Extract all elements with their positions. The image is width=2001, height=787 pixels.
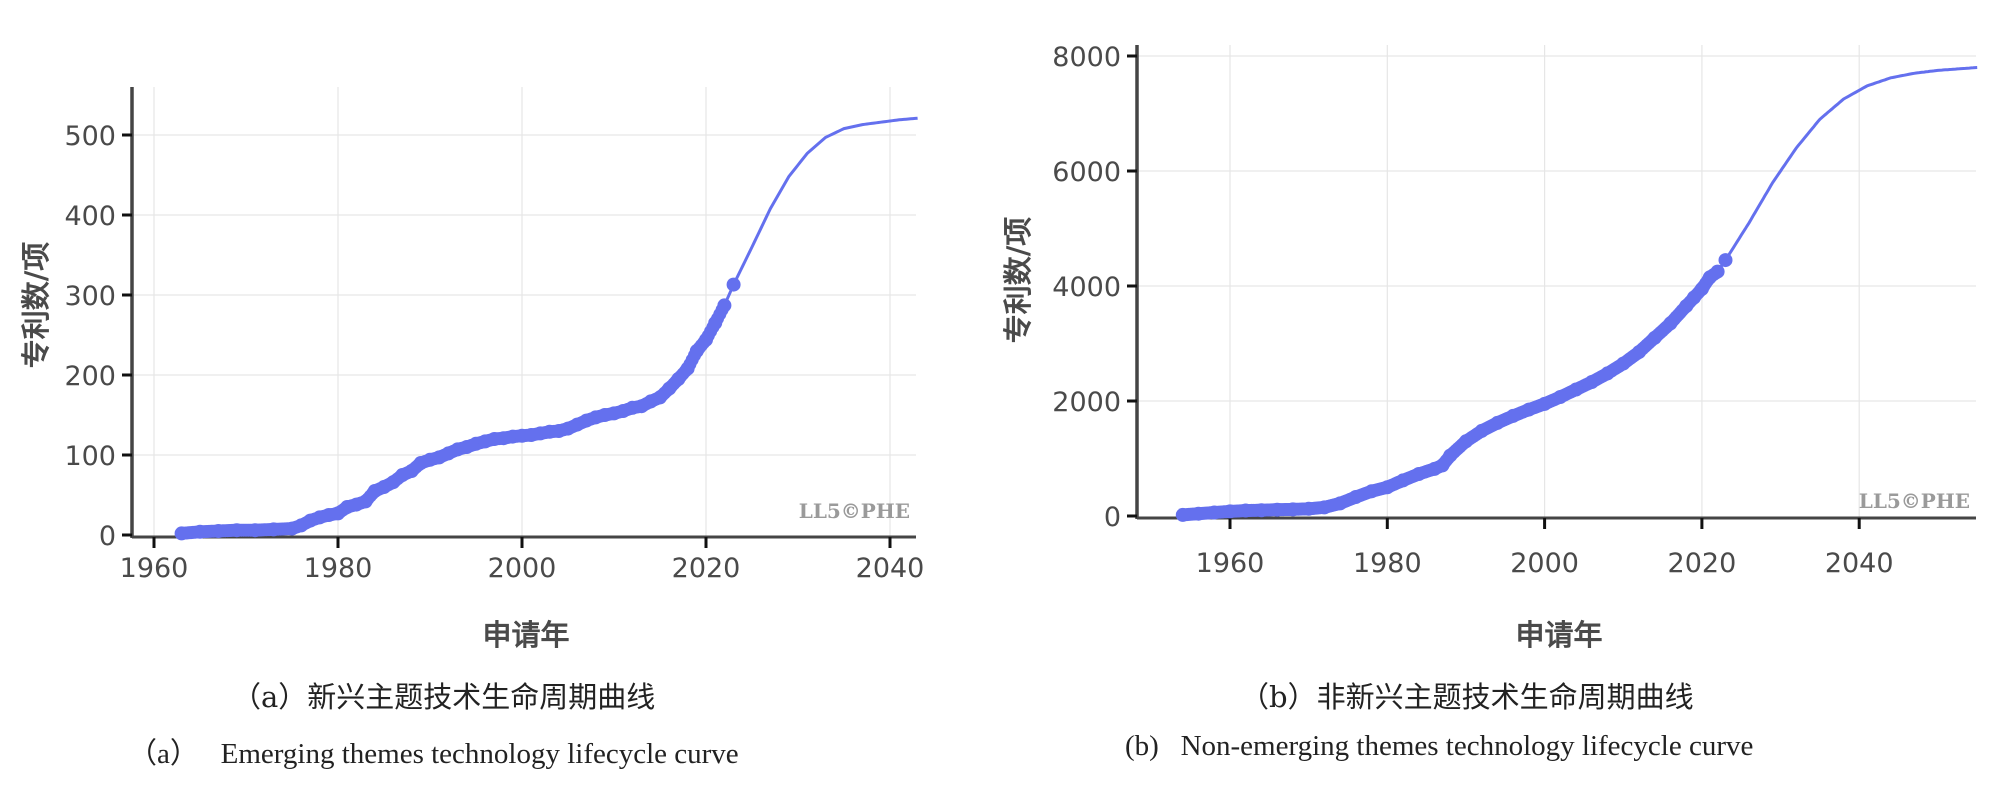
data-point: [1632, 345, 1646, 360]
data-point: [1521, 402, 1536, 417]
data-point: [1474, 423, 1489, 438]
data-point: [671, 372, 686, 386]
x-tick-label: 2020: [672, 553, 741, 584]
data-point: [1285, 502, 1300, 517]
data-point: [174, 526, 189, 541]
x-tick-label: 1960: [120, 553, 189, 584]
data-point: [708, 316, 723, 330]
data-point: [1710, 264, 1725, 279]
y-axis-title: 专利数/项: [19, 242, 53, 369]
data-point: [1553, 390, 1568, 404]
x-tick-label: 2020: [1668, 548, 1737, 579]
data-point: [1396, 473, 1410, 488]
data-point: [211, 524, 226, 538]
data-point: [1435, 458, 1450, 473]
watermark-logo: LL5©PHE: [1859, 489, 1970, 513]
data-point: [1207, 505, 1222, 520]
x-axis-title: 申请年: [1515, 618, 1602, 652]
caption-b-chinese: （b）非新兴主题技术生命周期曲线: [1240, 680, 1694, 714]
y-tick-label: 500: [64, 121, 116, 152]
y-axis-title: 专利数/项: [1001, 217, 1035, 344]
y-tick-label: 100: [64, 441, 116, 472]
data-point: [1191, 506, 1206, 521]
data-point: [1584, 375, 1599, 389]
data-point: [1718, 253, 1733, 268]
chart-panel-b: 0 2000 4000 6000 8000 1960 1980 2000 2020 2040 申请年…: [1001, 42, 1978, 652]
data-point: [1301, 501, 1316, 516]
data-point: [193, 524, 207, 539]
y-tick-label: 300: [64, 281, 116, 312]
fitted-curve: [181, 116, 918, 535]
fitted-curve: [1182, 66, 1978, 517]
caption-b-english: (b) Non-emerging themes technology lifec…: [1125, 730, 1754, 762]
data-point: [1600, 366, 1615, 381]
x-tick-label: 2040: [856, 553, 925, 584]
x-tick-label: 2000: [1510, 548, 1579, 579]
data-point: [699, 332, 713, 347]
x-tick-label: 1960: [1196, 548, 1265, 579]
data-point: [358, 494, 373, 509]
caption-a-chinese: （a）新兴主题技术生命周期曲线: [232, 680, 656, 714]
data-point: [662, 381, 677, 396]
y-tick-label: 0: [99, 521, 116, 552]
data-point: [1254, 503, 1269, 518]
data-point: [1317, 500, 1332, 515]
data-point: [1380, 480, 1395, 495]
y-tick-label: 8000: [1052, 42, 1121, 73]
data-point: [1459, 434, 1473, 449]
data-point: [404, 464, 419, 478]
chart-panel-a: 0 100 200 300 400 500 1960 1980 2000 2020 2040 申请年 专…: [19, 87, 924, 652]
data-point: [1348, 490, 1363, 504]
data-point: [1238, 503, 1253, 518]
y-tick-label: 400: [64, 201, 116, 232]
data-point: [1364, 484, 1379, 499]
data-point: [1537, 396, 1552, 411]
x-tick-label: 1980: [1353, 548, 1422, 579]
data-point: [1694, 281, 1709, 296]
data-point: [1270, 502, 1285, 517]
y-tick-label: 0: [1104, 502, 1121, 533]
data-point: [1663, 316, 1678, 331]
data-point: [1490, 415, 1505, 430]
data-point: [1569, 382, 1584, 397]
data-point: [1175, 507, 1190, 522]
y-tick-label: 200: [64, 361, 116, 392]
data-point: [653, 390, 667, 405]
x-tick-label: 2000: [488, 553, 557, 584]
x-tick-label: 2040: [1825, 548, 1894, 579]
data-point: [1333, 496, 1348, 511]
watermark-logo: LL5©PHE: [799, 499, 910, 523]
caption-a-english: （a） Emerging themes technology lifecycle…: [128, 738, 739, 770]
data-point: [266, 522, 281, 537]
data-point: [1411, 467, 1426, 481]
data-point: [717, 298, 732, 313]
data-point: [1616, 356, 1631, 371]
y-tick-label: 6000: [1052, 157, 1121, 188]
x-tick-label: 1980: [304, 553, 373, 584]
data-point: [726, 277, 741, 292]
y-tick-label: 4000: [1052, 272, 1121, 303]
data-point: [680, 361, 695, 376]
data-point: [248, 523, 263, 538]
data-point: [1506, 408, 1521, 423]
data-point: [1647, 330, 1662, 345]
x-axis-title: 申请年: [482, 618, 569, 652]
data-point: [689, 344, 704, 358]
data-point: [229, 523, 244, 538]
data-point: [1443, 448, 1458, 463]
data-point: [1223, 504, 1237, 519]
y-tick-label: 2000: [1052, 387, 1121, 418]
